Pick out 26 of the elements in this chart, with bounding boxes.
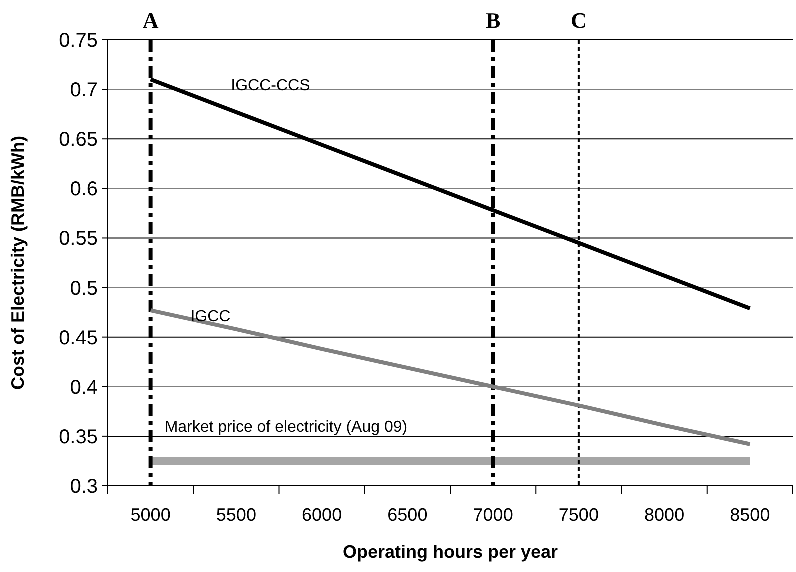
y-tick-label: 0.65 — [59, 129, 98, 152]
x-axis-title: Operating hours per year — [342, 542, 558, 562]
y-tick-label: 0.45 — [59, 327, 98, 350]
ref-line-label: C — [570, 8, 587, 33]
x-tick-label: 7500 — [558, 505, 599, 525]
y-tick-label: 0.6 — [70, 178, 98, 201]
x-tick-label: 8500 — [730, 505, 770, 525]
y-tick-label: 0.55 — [59, 228, 98, 250]
y-tick-label: 0.35 — [59, 426, 98, 448]
x-tick-label: 5000 — [130, 505, 171, 525]
y-axis-title: Cost of Electricity (RMB/kWh) — [8, 136, 28, 390]
x-tick-label: 5500 — [216, 505, 256, 525]
y-tick-label: 0.4 — [70, 376, 98, 399]
ref-line-label: Market price of electricity (Aug 09) — [164, 419, 408, 436]
x-tick-label: 6500 — [388, 505, 428, 525]
series-label: IGCC — [190, 308, 231, 326]
y-tick-label: 0.5 — [70, 278, 98, 300]
x-tick-label: 7000 — [473, 505, 514, 525]
y-tick-label: 0.75 — [59, 30, 98, 52]
ref-line-label: B — [486, 8, 501, 33]
y-tick-label: 0.7 — [70, 80, 98, 102]
series-label: IGCC-CCS — [231, 77, 310, 94]
ref-line-label: A — [142, 8, 159, 33]
y-tick-label: 0.3 — [70, 476, 98, 498]
x-tick-label: 8000 — [644, 505, 685, 525]
x-tick-label: 6000 — [302, 505, 342, 525]
